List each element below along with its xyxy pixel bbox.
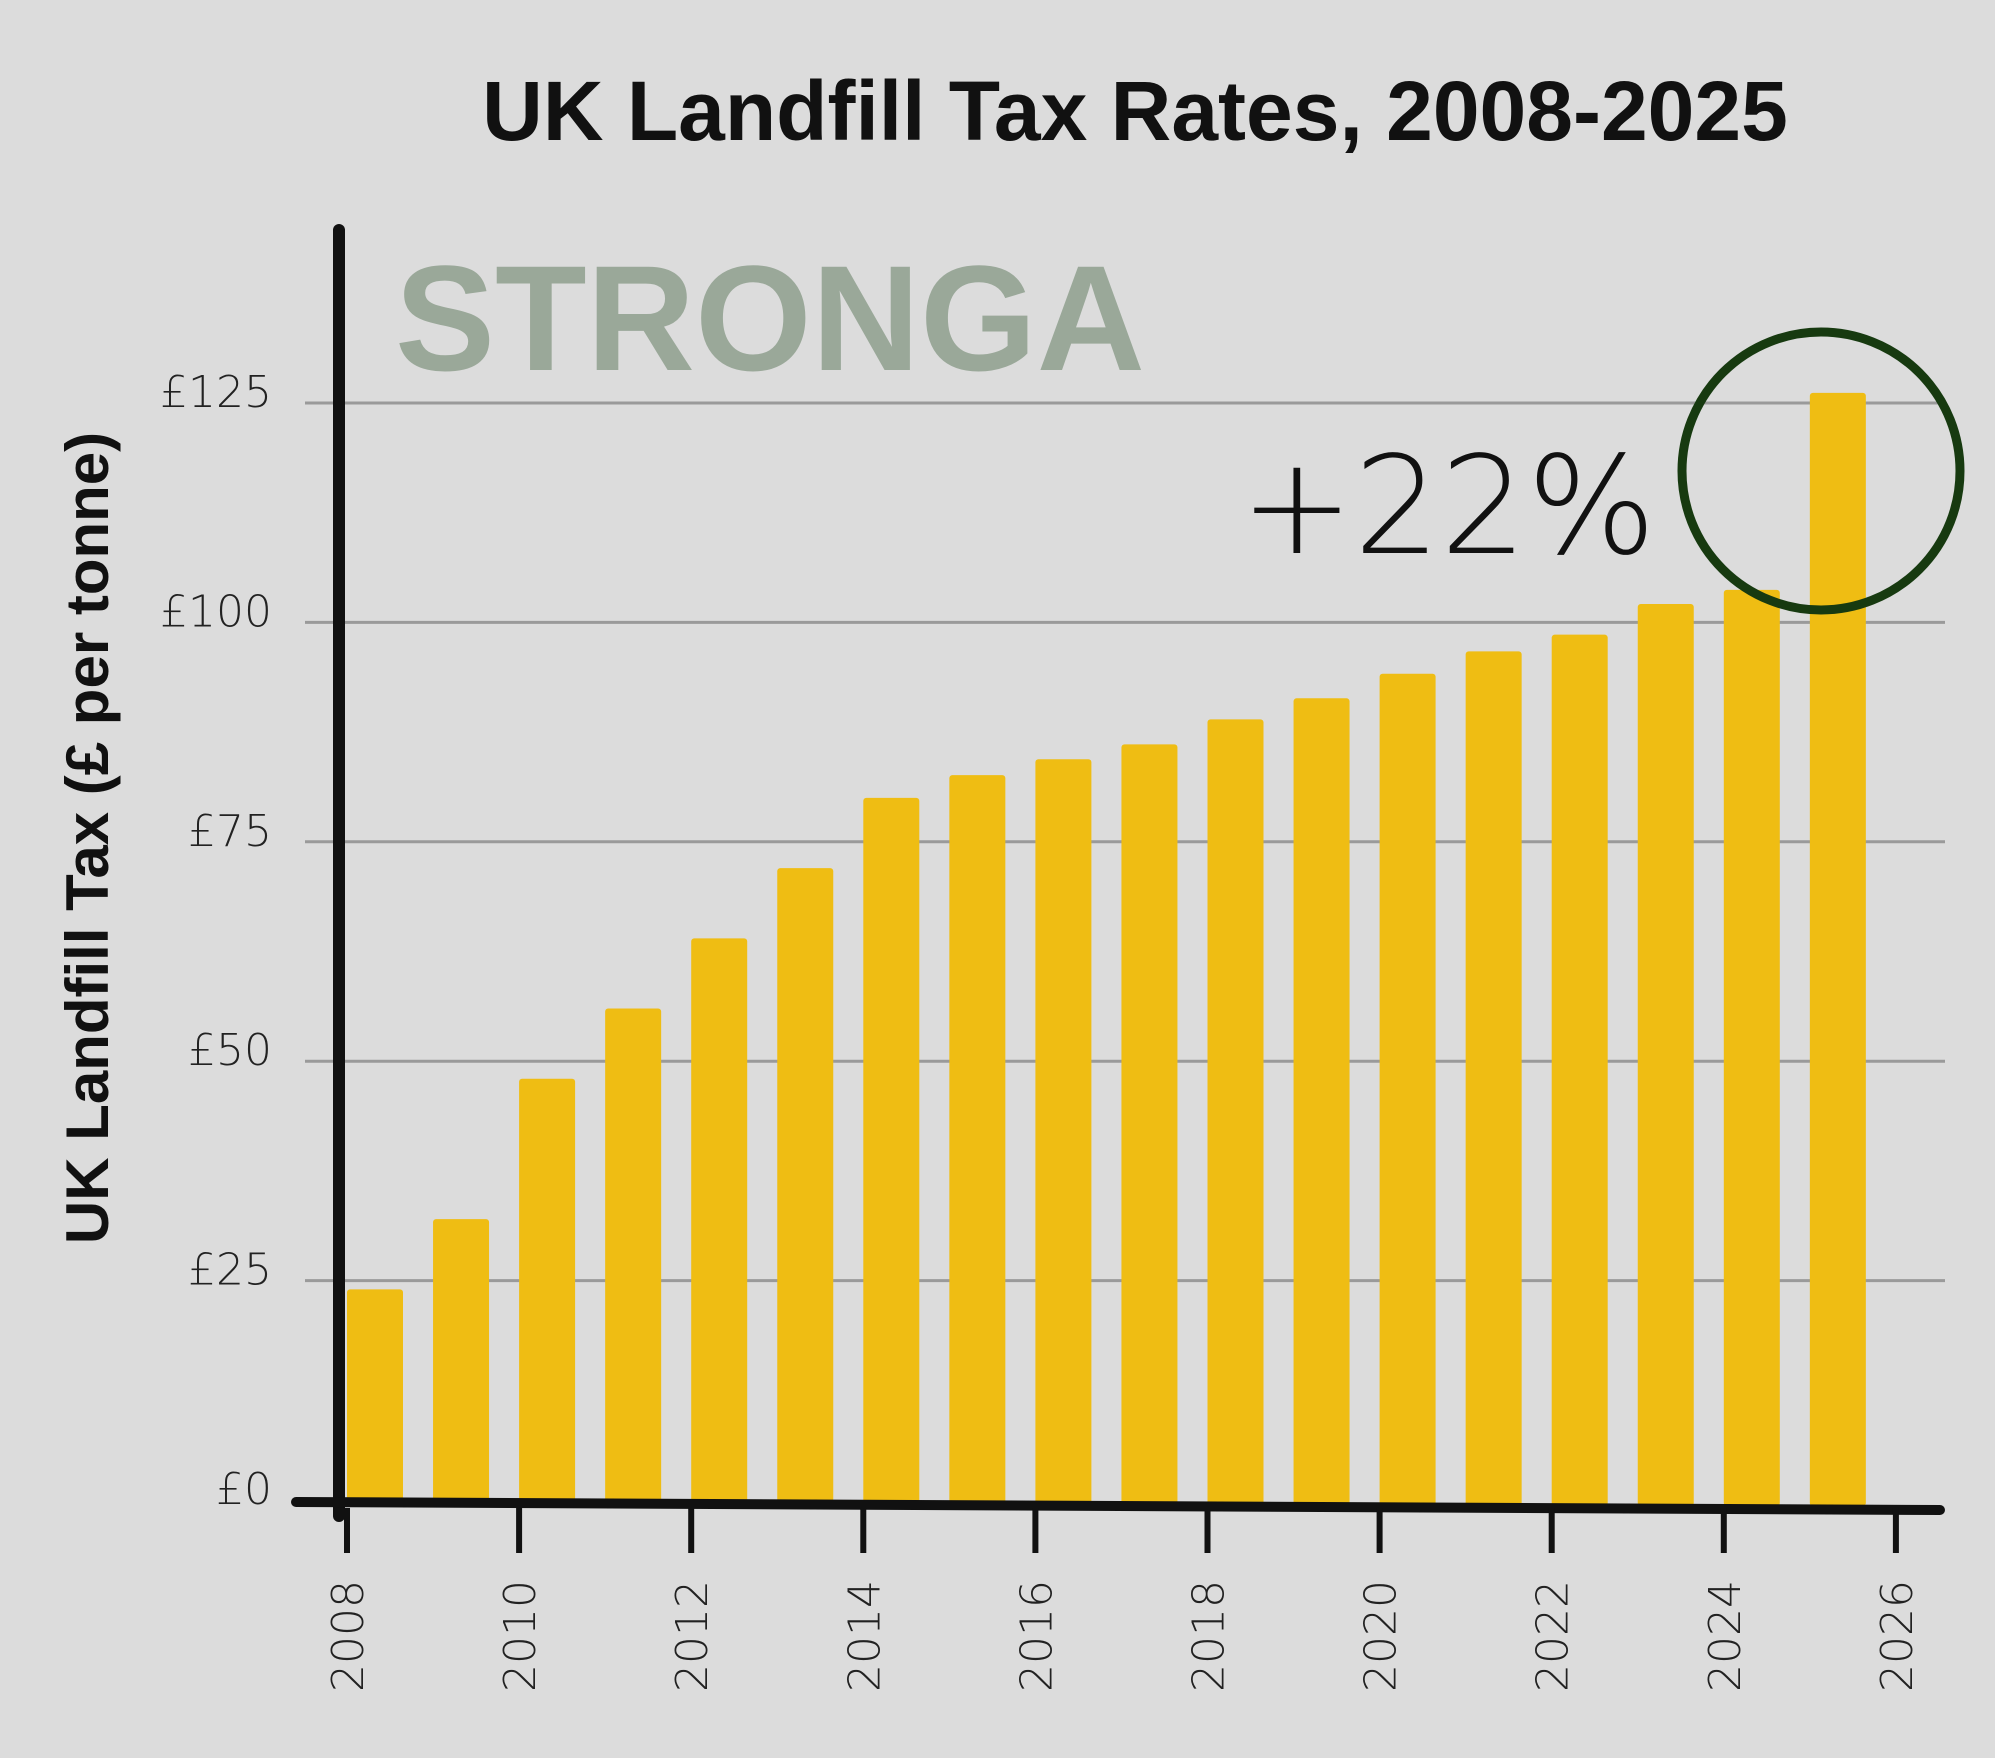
bar	[1551, 634, 1608, 1506]
bar	[1465, 651, 1522, 1506]
x-tick-label: 2020	[1356, 1580, 1407, 1692]
bars	[347, 392, 1866, 1506]
x-axis-ticks: 2008 2010 2012 2014 2016 2018 2020 2022 2024 2026	[323, 1508, 1923, 1692]
bar	[777, 868, 834, 1506]
x-tick-label: 2022	[1528, 1580, 1579, 1692]
bar	[519, 1078, 576, 1506]
x-tick-label: 2008	[323, 1580, 374, 1692]
y-tick-label: £25	[188, 1245, 272, 1296]
x-tick-label: 2026	[1872, 1580, 1923, 1692]
growth-annotation: +22%	[1240, 428, 1656, 586]
y-tick-label: £125	[160, 367, 272, 418]
bar	[1637, 603, 1694, 1506]
axes	[291, 224, 1945, 1522]
y-tick-label: £75	[188, 806, 272, 857]
x-axis-line	[291, 1497, 1945, 1515]
y-tick-label: £100	[160, 586, 272, 637]
bar	[1293, 698, 1350, 1506]
bar	[1035, 759, 1092, 1506]
bar	[1379, 673, 1436, 1506]
x-tick-label: 2014	[839, 1580, 890, 1692]
brand-watermark: STRONGA	[395, 234, 1145, 402]
bar	[1207, 719, 1264, 1506]
bar	[433, 1219, 490, 1506]
y-tick-label: £50	[188, 1025, 272, 1076]
bar	[605, 1008, 662, 1506]
y-axis-tick-labels: £0 £25 £50 £75 £100 £125	[160, 367, 272, 1515]
bar	[1809, 392, 1866, 1506]
y-tick-label: £0	[216, 1464, 272, 1515]
y-axis-label: UK Landfill Tax (£ per tonne)	[54, 432, 121, 1244]
bar	[949, 775, 1006, 1506]
x-tick-label: 2012	[667, 1580, 718, 1692]
x-tick-label: 2010	[495, 1580, 546, 1692]
bar	[1121, 744, 1178, 1506]
x-tick-label: 2018	[1184, 1580, 1235, 1692]
bar	[347, 1289, 403, 1506]
bar	[1723, 589, 1780, 1506]
bar	[691, 938, 748, 1506]
bar	[863, 797, 920, 1506]
x-tick-label: 2024	[1700, 1580, 1751, 1692]
highlight-circle	[1677, 327, 1965, 615]
x-tick-label: 2016	[1011, 1580, 1062, 1692]
chart-title: UK Landfill Tax Rates, 2008-2025	[482, 64, 1788, 158]
